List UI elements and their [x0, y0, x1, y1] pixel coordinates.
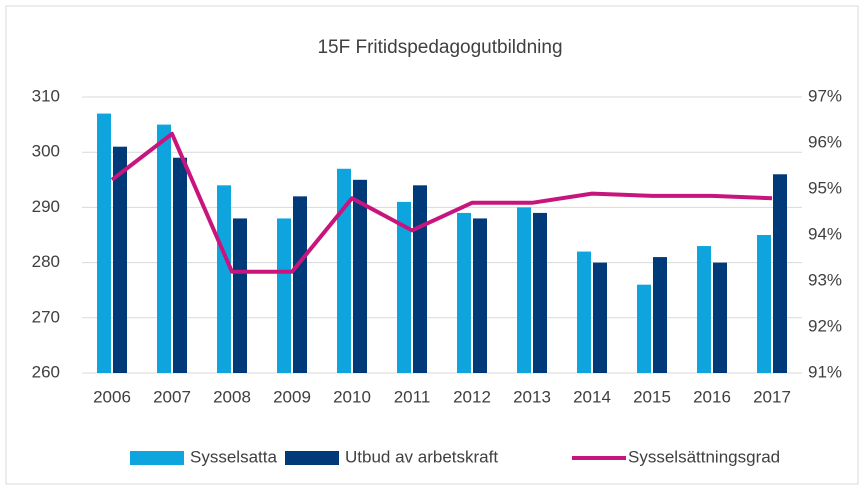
bar	[653, 257, 667, 373]
bar	[773, 174, 787, 373]
bar	[757, 235, 771, 373]
line	[110, 131, 773, 274]
bar	[697, 246, 711, 373]
legend-swatch	[285, 451, 339, 465]
x-tick-label: 2008	[213, 387, 251, 406]
bar	[353, 179, 367, 373]
x-tick-label: 2016	[693, 387, 731, 406]
y2-tick-label: 95%	[808, 178, 842, 197]
y2-tick-label: 91%	[808, 362, 842, 381]
bar	[233, 218, 247, 373]
bar	[593, 262, 607, 373]
legend-swatch	[130, 451, 184, 465]
bar	[577, 251, 591, 373]
y2-tick-label: 97%	[808, 86, 842, 105]
x-tick-label: 2007	[153, 387, 191, 406]
y-tick-label: 260	[32, 362, 60, 381]
chart-title: 15F Fritidspedagogutbildning	[317, 37, 562, 58]
x-tick-label: 2015	[633, 387, 671, 406]
bar	[277, 218, 291, 373]
bar	[457, 212, 471, 373]
y2-tick-label: 96%	[808, 132, 842, 151]
x-tick-label: 2006	[93, 387, 131, 406]
y-tick-label: 310	[32, 86, 60, 105]
bar	[337, 168, 351, 373]
bar	[173, 157, 187, 373]
y2-tick-label: 93%	[808, 270, 842, 289]
y-tick-label: 270	[32, 307, 60, 326]
y2-tick-label: 92%	[808, 316, 842, 335]
bar	[113, 146, 127, 373]
y-tick-label: 280	[32, 252, 60, 271]
x-tick-label: 2011	[394, 387, 431, 406]
bar	[397, 201, 411, 373]
bar	[473, 218, 487, 373]
bar	[217, 185, 231, 373]
x-tick-label: 2013	[513, 387, 551, 406]
x-tick-label: 2010	[333, 387, 371, 406]
bar	[413, 185, 427, 373]
y-tick-label: 290	[32, 197, 60, 216]
legend-label: Utbud av arbetskraft	[345, 447, 498, 466]
bar	[97, 113, 111, 373]
legend-label: Sysselsättningsgrad	[628, 447, 780, 466]
bar	[637, 284, 651, 373]
x-tick-label: 2012	[453, 387, 491, 406]
bar	[293, 196, 307, 373]
bar	[517, 207, 531, 373]
legend-label: Sysselsatta	[190, 447, 277, 466]
x-tick-label: 2009	[273, 387, 311, 406]
chart-frame	[5, 5, 859, 485]
bar	[713, 262, 727, 373]
x-tick-label: 2017	[753, 387, 791, 406]
y2-tick-label: 94%	[808, 224, 842, 243]
x-tick-label: 2014	[573, 387, 611, 406]
bar	[157, 124, 171, 373]
bar	[533, 212, 547, 373]
y-tick-label: 300	[32, 142, 60, 161]
